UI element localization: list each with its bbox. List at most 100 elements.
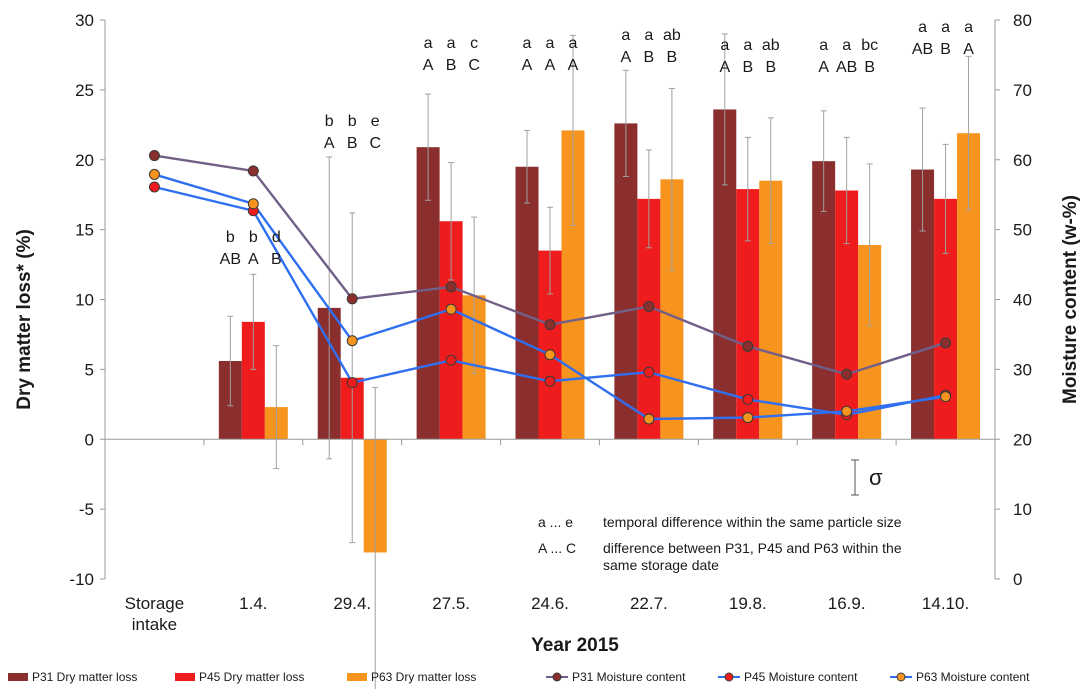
notes-block: a ... e temporal difference within the sa… [538,514,902,573]
significance-letter-upper: AB [836,59,857,76]
marker-p31 [247,165,259,177]
bar-p63 [561,130,585,440]
bar-p45 [439,221,463,440]
legend-label: P63 Dry matter loss [371,670,476,684]
marker-p63 [445,303,457,315]
legend-marker [896,672,906,682]
significance-letter-lower: b [249,229,258,246]
bars-layer [218,109,981,553]
x-tick-label: 29.4. [333,594,371,613]
marker-p63 [247,198,259,210]
y-right-tick-label: 30 [1013,360,1032,379]
bar-p45 [538,250,562,440]
significance-letter-upper: AB [912,41,933,58]
significance-letter-upper: A [719,59,730,76]
significance-letter-lower: a [644,27,653,44]
y-right-tick-label: 60 [1013,151,1032,170]
significance-letter-upper: C [369,135,381,152]
significance-letter-upper: A [324,135,335,152]
marker-p31 [445,281,457,293]
significance-letter-upper: A [423,57,434,74]
marker-p31 [742,340,754,352]
marker-p31 [544,319,556,331]
y-left-tick-label: 15 [75,221,94,240]
bar-p31 [614,123,638,440]
error-bars-layer [227,33,972,689]
significance-letter-lower: a [941,19,950,36]
significance-letter-upper: B [446,57,457,74]
significance-letter-upper: B [742,59,753,76]
legend-label: P31 Moisture content [572,670,686,684]
significance-letter-lower: bc [861,37,878,54]
significance-letter-lower: ab [762,37,780,54]
significance-letter-lower: a [819,37,828,54]
significance-letter-lower: a [523,35,532,52]
significance-letter-upper: B [667,49,678,66]
x-tick-label: 16.9. [828,594,866,613]
sigma-indicator: σ [851,459,883,496]
note-key: a ... e [538,514,573,530]
marker-p31 [346,293,358,305]
significance-letter-lower: a [424,35,433,52]
marker-p31 [148,150,160,162]
y-left-tick-label: 20 [75,151,94,170]
significance-letter-upper: C [468,57,480,74]
y-right-tick-label: 10 [1013,500,1032,519]
significance-letter-upper: A [963,41,974,58]
legend-marker [724,672,734,682]
significance-letter-upper: A [522,57,533,74]
bar-p45 [835,190,859,440]
marker-p45 [148,181,160,193]
note-text: difference between P31, P45 and P63 with… [603,540,902,556]
significance-letter-upper: B [765,59,776,76]
marker-p45 [544,375,556,387]
x-tick-label: 22.7. [630,594,668,613]
significance-letters-layer: b b db b ea a c a a a a a aba a ab a a bca a aAB A BA B CA B C A A A… [220,19,975,268]
marker-p45 [742,393,754,405]
y-left-tick-label: 10 [75,291,94,310]
legend-marker [552,672,562,682]
y-axis-right-label: Moisture content (w-%) [1060,195,1081,404]
y-right-tick-label: 0 [1013,570,1022,589]
marker-p63 [742,412,754,424]
significance-letter-lower: a [743,37,752,54]
marker-p45 [346,377,358,389]
y-right-tick-label: 40 [1013,291,1032,310]
bar-p45 [241,321,265,440]
legend-label: P63 Moisture content [916,670,1030,684]
significance-letter-lower: ab [663,27,681,44]
significance-letter-lower: a [842,37,851,54]
bar-p63 [957,133,981,440]
bar-p31 [911,169,935,440]
x-tick-label: 24.6. [531,594,569,613]
legend: P31 Dry matter loss P45 Dry matter loss P6… [8,670,1030,684]
y-right-tick-label: 50 [1013,221,1032,240]
significance-letter-upper: B [271,251,282,268]
ticks-layer: -10 -5 0 5 10 15 20 25 30 0 10 20 30 40 50 60 70 80 Storag… [69,11,1032,634]
significance-letter-upper: B [347,135,358,152]
marker-p45 [445,354,457,366]
significance-letter-lower: b [348,113,357,130]
significance-letter-upper: A [818,59,829,76]
y-right-tick-label: 80 [1013,11,1032,30]
x-tick-label: 19.8. [729,594,767,613]
significance-letter-upper: A [568,57,579,74]
significance-letter-lower: b [325,113,334,130]
significance-letter-upper: B [940,41,951,58]
legend-label: P45 Moisture content [744,670,858,684]
y-left-tick-label: 5 [85,360,94,379]
x-tick-label: intake [132,615,177,634]
significance-letter-lower: e [371,113,380,130]
marker-p63 [643,413,655,425]
x-tick-label: 27.5. [432,594,470,613]
significance-letter-lower: a [546,35,555,52]
marker-p31 [643,300,655,312]
legend-swatch [347,673,367,681]
bar-p63 [759,180,783,440]
significance-letter-lower: a [569,35,578,52]
marker-p63 [940,391,952,403]
significance-letter-upper: B [864,59,875,76]
marker-p31 [841,368,853,380]
legend-label: P31 Dry matter loss [32,670,137,684]
